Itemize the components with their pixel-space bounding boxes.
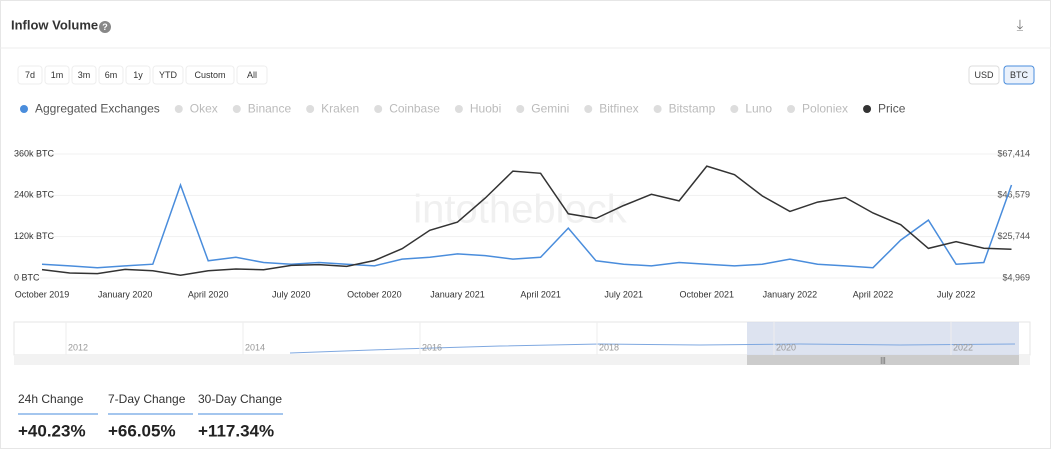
legend-label[interactable]: Kraken (321, 102, 359, 116)
navigator-label: 2014 (245, 342, 265, 352)
currency-button-label[interactable]: BTC (1010, 70, 1029, 80)
legend-marker[interactable] (174, 105, 183, 113)
range-button-label[interactable]: YTD (159, 70, 178, 80)
legend-label[interactable]: Price (878, 102, 906, 116)
legend-label[interactable]: Aggregated Exchanges (35, 102, 160, 116)
range-button[interactable] (152, 65, 184, 85)
y-tick-label: 360k BTC (14, 148, 55, 158)
scrollbar (14, 355, 1030, 365)
range-button-label[interactable]: 6m (105, 70, 118, 80)
range-button[interactable] (125, 65, 151, 85)
legend-label[interactable]: Coinbase (389, 102, 440, 116)
navigator-label: 2016 (422, 342, 442, 352)
x-tick-label: January 2020 (98, 289, 153, 299)
legend-label[interactable]: Poloniex (802, 102, 848, 116)
currency-button[interactable] (1003, 65, 1035, 85)
navigator-label: 2012 (68, 342, 88, 352)
y2-tick-label: $4,969 (1002, 272, 1030, 282)
y2-tick-label: $46,579 (997, 190, 1030, 200)
legend-label[interactable]: Gemini (531, 102, 569, 116)
range-button[interactable] (185, 65, 235, 85)
help-icon (99, 21, 111, 33)
navigator-label: 2022 (953, 342, 973, 352)
title: Inflow Volume (11, 17, 98, 32)
legend-label[interactable]: Luno (745, 102, 772, 116)
range-button-label[interactable]: 1y (133, 70, 143, 80)
range-button[interactable] (17, 65, 43, 85)
x-tick-label: October 2019 (15, 289, 70, 299)
currency-button[interactable] (968, 65, 1000, 85)
x-tick-label: January 2021 (430, 289, 485, 299)
legend-marker[interactable] (584, 105, 593, 113)
legend-label[interactable]: Bitfinex (599, 102, 638, 116)
range-button-label[interactable]: Custom (194, 70, 225, 80)
legend-marker[interactable] (374, 105, 383, 113)
legend-marker[interactable] (787, 105, 796, 113)
x-tick-label: April 2020 (188, 289, 229, 299)
x-tick-label: July 2021 (604, 289, 643, 299)
navigator-selection[interactable] (747, 322, 1019, 355)
x-tick-label: January 2022 (763, 289, 818, 299)
scrollbar-thumb[interactable] (747, 355, 1019, 365)
range-button-label[interactable]: 3m (78, 70, 91, 80)
stat-value: +40.23% (18, 421, 86, 440)
stat-value: +117.34% (198, 421, 274, 440)
range-button[interactable] (98, 65, 124, 85)
y-tick-label: 240k BTC (14, 190, 55, 200)
legend-label[interactable]: Bitstamp (669, 102, 716, 116)
range-button[interactable] (236, 65, 268, 85)
range-button[interactable] (44, 65, 70, 85)
legend-marker[interactable] (516, 105, 525, 113)
legend-marker[interactable] (653, 105, 662, 113)
x-tick-label: July 2022 (937, 289, 976, 299)
range-button-label[interactable]: 7d (25, 70, 35, 80)
download-button[interactable]: ⤓ (1017, 17, 1024, 34)
range-button-label[interactable]: All (247, 70, 257, 80)
stat-value: +66.05% (108, 421, 176, 440)
legend-marker[interactable] (232, 105, 241, 113)
series-line (41, 165, 1012, 276)
stat-label: 30-Day Change (198, 392, 282, 406)
range-button-label[interactable]: 1m (51, 70, 64, 80)
stat-label: 24h Change (18, 392, 84, 406)
navigator-label: 2018 (599, 342, 619, 352)
x-tick-label: October 2020 (347, 289, 402, 299)
series-line (41, 182, 1013, 269)
x-tick-label: July 2020 (272, 289, 311, 299)
x-tick-label: April 2021 (520, 289, 561, 299)
legend-marker[interactable] (306, 105, 315, 113)
y-tick-label: 120k BTC (14, 231, 55, 241)
x-tick-label: October 2021 (680, 289, 735, 299)
x-tick-label: April 2022 (853, 289, 894, 299)
legend-label[interactable]: Binance (248, 102, 292, 116)
legend-marker[interactable] (730, 105, 739, 113)
navigator-label: 2020 (776, 342, 796, 352)
stat-label: 7-Day Change (108, 392, 186, 406)
navigator-trace (289, 343, 1016, 354)
legend-marker[interactable] (454, 105, 463, 113)
legend-label[interactable]: Huobi (470, 102, 501, 116)
legend-marker[interactable] (20, 105, 28, 113)
help-mark: ? (102, 22, 108, 32)
range-button[interactable] (71, 65, 97, 85)
y2-tick-label: $67,414 (997, 148, 1030, 158)
currency-button-label[interactable]: USD (974, 70, 994, 80)
scrollbar-grip[interactable]: ||| (880, 357, 886, 364)
y2-tick-label: $25,744 (997, 231, 1030, 241)
y-tick-label: 0 BTC (14, 272, 40, 282)
legend-marker[interactable] (863, 105, 872, 113)
legend-label[interactable]: Okex (190, 102, 218, 116)
